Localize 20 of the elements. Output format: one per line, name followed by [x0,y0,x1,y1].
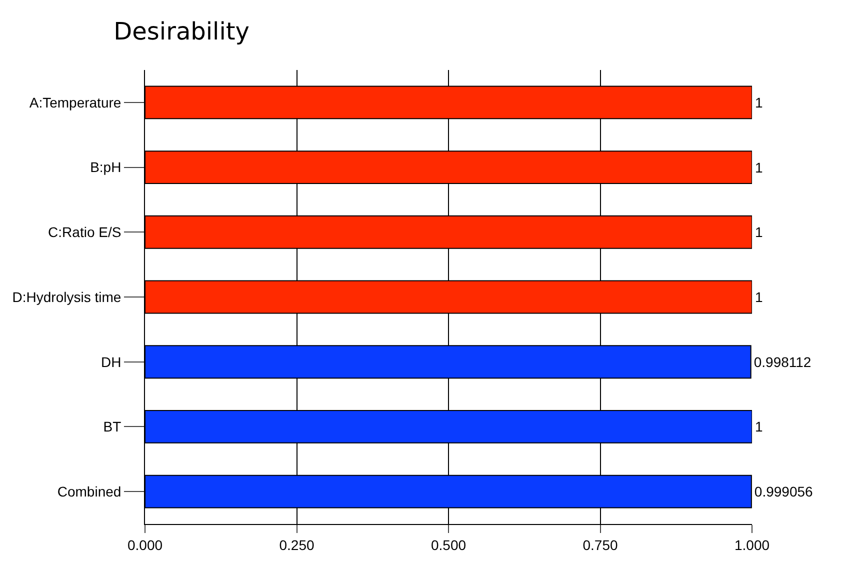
y-tick-label: A:Temperature [29,94,122,110]
data-label: 0.999056 [754,484,814,500]
x-tick-label: 0.500 [430,536,466,553]
x-tick-label: 0.250 [279,536,314,553]
data-label: 0.998112 [754,354,812,370]
y-tick-label: B:pH [90,159,122,176]
x-tick-label: 0.000 [127,536,163,553]
x-tick-label: 1.000 [734,536,770,553]
chart-title: Desirability [114,17,250,46]
data-label: 1 [755,159,763,176]
y-tick-label: DH [100,354,122,370]
data-label: 1 [755,94,763,110]
data-label: 1 [755,224,763,240]
y-tick-label: D:Hydrolysis time [12,288,122,305]
y-tick-label: Combined [57,483,122,500]
y-tick-label: BT [103,418,122,435]
data-label: 1 [755,418,763,435]
x-tick-label: 0.750 [582,536,618,553]
data-label: 1 [755,289,763,305]
y-tick-label: C:Ratio E/S [48,224,122,240]
